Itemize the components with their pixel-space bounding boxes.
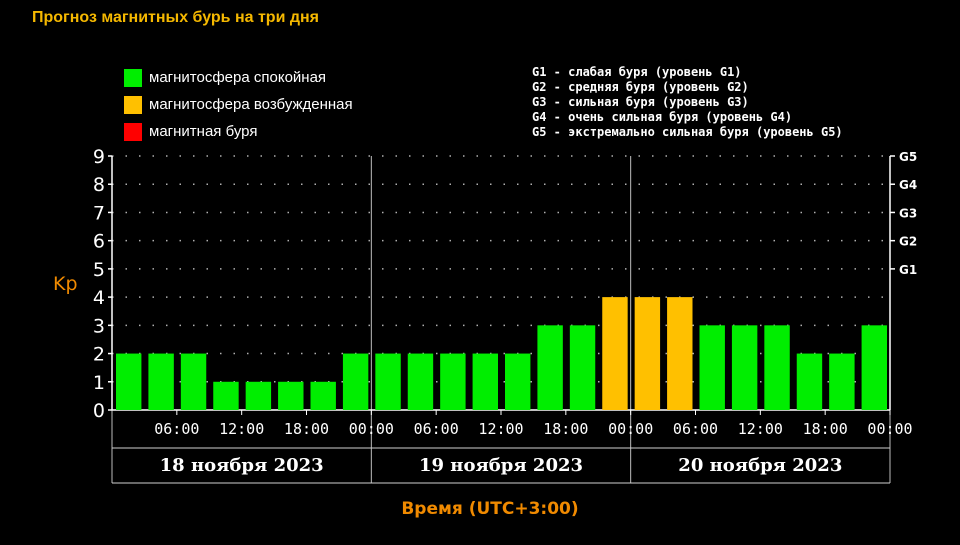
legend-label-quiet: магнитосфера спокойная [149,69,327,86]
g-level-4: G4 - очень сильная буря (уровень G4) [532,110,793,124]
kp-bar [667,297,693,410]
kp-bar [116,353,142,410]
legend-swatch-quiet [124,68,142,87]
day-label: 20 ноября 2023 [678,455,842,476]
bars [116,297,887,410]
kp-bar [440,353,466,410]
x-tick-label: 06:00 [414,420,459,438]
kp-bar [213,381,239,410]
g-level-2: G2 - средняя буря (уровень G2) [532,80,749,94]
kp-bar [505,353,531,410]
y-tick-label: 5 [93,259,105,281]
g-level-3: G3 - сильная буря (уровень G3) [532,95,749,109]
g-level-5: G5 - экстремально сильная буря (уровень … [532,125,843,139]
legend: магнитосфера спокойная магнитосфера возб… [124,64,353,145]
kp-bar [731,325,758,410]
x-tick-label: 12:00 [738,420,783,438]
legend-item-excited: магнитосфера возбужденная [124,91,353,118]
y-axis-title: Kp [53,273,78,295]
kp-bar [278,381,304,410]
x-tick-label: 00:00 [608,420,653,438]
legend-item-storm: магнитная буря [124,118,353,145]
g-tick-label: G4 [899,178,917,192]
kp-bar [537,325,563,410]
x-tick-label: 18:00 [284,420,329,438]
kp-bar [148,353,174,410]
x-tick-label: 00:00 [349,420,394,438]
y-tick-label: 2 [93,344,105,366]
g-level-legend: G1 - слабая буря (уровень G1) G2 - средн… [532,65,843,140]
y-tick-label: 3 [93,315,105,337]
legend-label-excited: магнитосфера возбужденная [149,96,353,113]
y-tick-label: 0 [93,400,105,422]
kp-bar [764,325,790,410]
x-axis-title: Время (UTC+3:00) [401,499,578,519]
legend-label-storm: магнитная буря [149,123,258,140]
legend-swatch-storm [124,122,142,141]
grid [112,155,890,383]
x-tick-label: 18:00 [543,420,588,438]
y-tick-label: 7 [93,202,105,224]
g-tick-label: G2 [899,235,917,249]
x-tick-label: 18:00 [803,420,848,438]
day-label: 18 ноября 2023 [160,455,324,476]
x-tick-label: 06:00 [673,420,718,438]
kp-bar [245,381,272,410]
y-tick-label: 4 [93,287,105,309]
legend-item-quiet: магнитосфера спокойная [124,64,353,91]
kp-bar [310,381,336,410]
kp-bar [829,353,855,410]
y-tick-label: 1 [93,372,105,394]
kp-bar [699,325,725,410]
kp-bar [796,353,823,410]
labels: 0 1 2 3 4 5 6 7 8 9 G1 G2 G3 G4 G5 Kp 06:00 12:00 18:00 00:… [53,146,917,519]
chart-title: Прогноз магнитных бурь на три дня [32,9,319,26]
y-tick-label: 6 [93,231,105,253]
x-tick-label: 12:00 [219,420,264,438]
kp-bar [569,325,596,410]
x-tick-label: 06:00 [154,420,199,438]
kp-bar [602,297,628,410]
g-level-1: G1 - слабая буря (уровень G1) [532,65,742,79]
day-label: 19 ноября 2023 [419,455,583,476]
y-tick-label: 9 [93,146,105,168]
g-tick-label: G3 [899,206,917,220]
g-tick-label: G1 [899,263,917,277]
x-tick-label: 00:00 [867,420,912,438]
g-tick-label: G5 [899,150,917,164]
axes [108,155,895,484]
kp-bar [375,353,401,410]
y-tick-label: 8 [93,174,105,196]
kp-bar [342,353,369,410]
legend-swatch-excited [124,95,142,114]
kp-bar [407,353,434,410]
kp-bar [180,353,207,410]
kp-bar [861,325,887,410]
kp-bar [472,353,498,410]
x-tick-label: 12:00 [478,420,523,438]
kp-bar [634,297,661,410]
